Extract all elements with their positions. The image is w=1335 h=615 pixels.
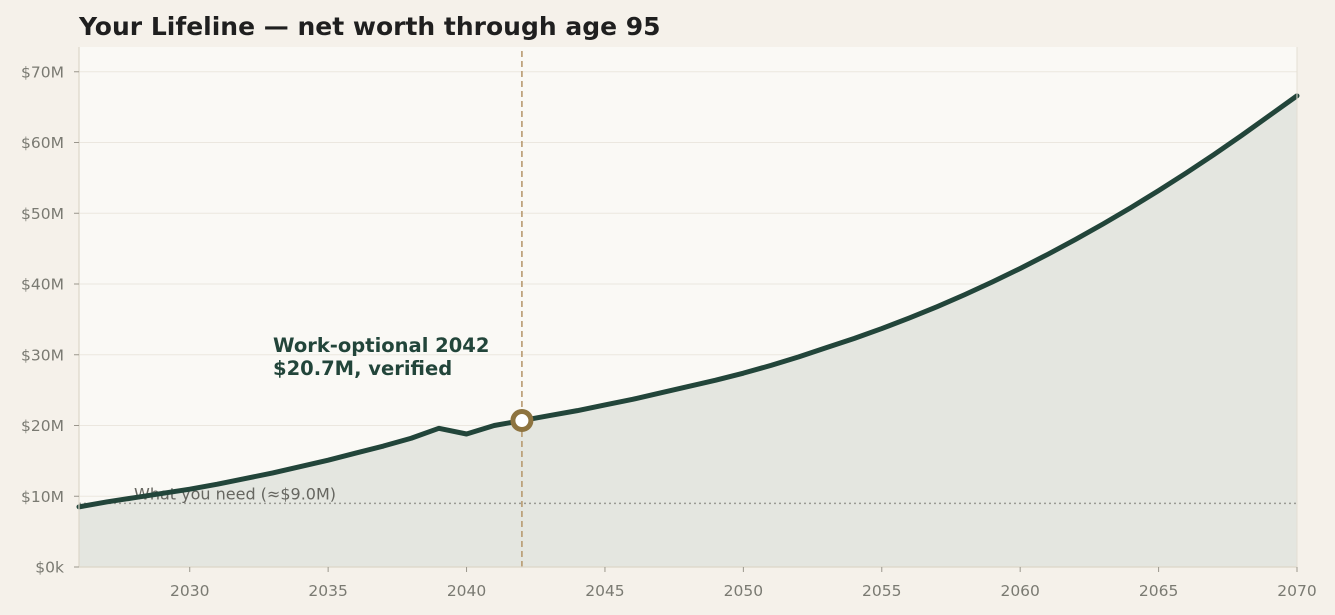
y-tick-label: $70M	[21, 63, 64, 81]
y-tick-label: $60M	[21, 134, 64, 152]
y-tick-label: $0k	[35, 559, 64, 577]
x-tick-label: 2070	[1277, 582, 1316, 600]
y-tick-label: $40M	[21, 276, 64, 294]
y-tick-label: $30M	[21, 346, 64, 364]
y-tick-label: $10M	[21, 488, 64, 506]
chart-title: Your Lifeline — net worth through age 95	[78, 12, 661, 41]
net-worth-line	[76, 93, 1300, 510]
x-tick-label: 2065	[1139, 582, 1178, 600]
x-tick-label: 2050	[724, 582, 763, 600]
milestone-annotation-line2: $20.7M, verified	[273, 357, 452, 380]
y-tick-label: $50M	[21, 205, 64, 223]
y-tick-label: $20M	[21, 417, 64, 435]
x-tick-label: 2040	[447, 582, 486, 600]
x-tick-label: 2030	[170, 582, 209, 600]
plot-area: What you need (≈$9.0M)Work-optional 2042…	[21, 47, 1317, 600]
net-worth-area	[79, 95, 1297, 567]
x-tick-label: 2060	[1000, 582, 1039, 600]
x-tick-label: 2045	[585, 582, 624, 600]
x-tick-label: 2055	[862, 582, 901, 600]
milestone-annotation-line1: Work-optional 2042	[273, 334, 489, 357]
x-tick-label: 2035	[308, 582, 347, 600]
milestone-marker	[510, 409, 534, 433]
